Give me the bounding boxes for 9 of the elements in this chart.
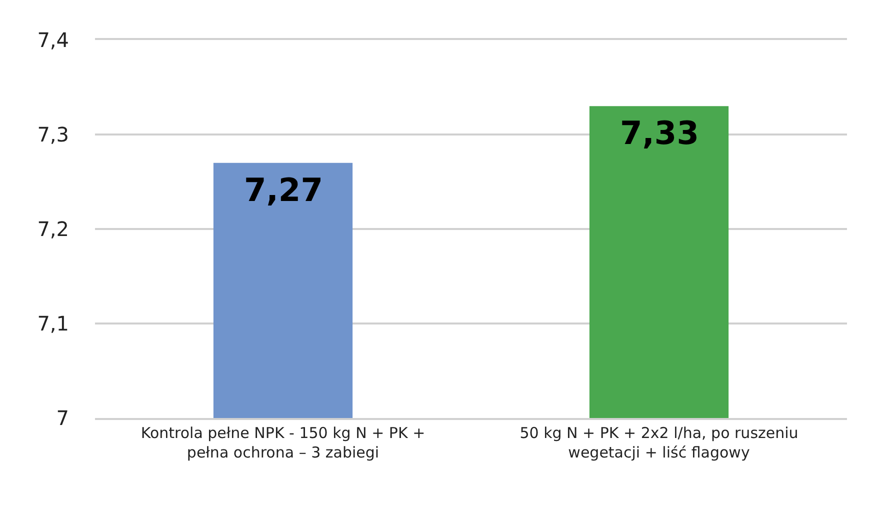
y-tick-label: 7,4 bbox=[37, 28, 69, 52]
data-label: 7,27 bbox=[244, 171, 323, 209]
x-tick-label: 50 kg N + PK + 2x2 l/ha, po ruszeniu wegetacji + liść flagowy bbox=[520, 424, 798, 462]
y-tick-label: 7,3 bbox=[37, 122, 69, 146]
x-tick-label: Kontrola pełne NPK - 150 kg N + PK + pełna ochrona – 3 zabiegi bbox=[140, 424, 426, 462]
y-tick-label: 7,1 bbox=[37, 312, 69, 336]
y-tick-label: 7,2 bbox=[37, 217, 69, 241]
y-tick-label: 7 bbox=[56, 406, 69, 430]
data-label: 7,33 bbox=[620, 114, 699, 152]
